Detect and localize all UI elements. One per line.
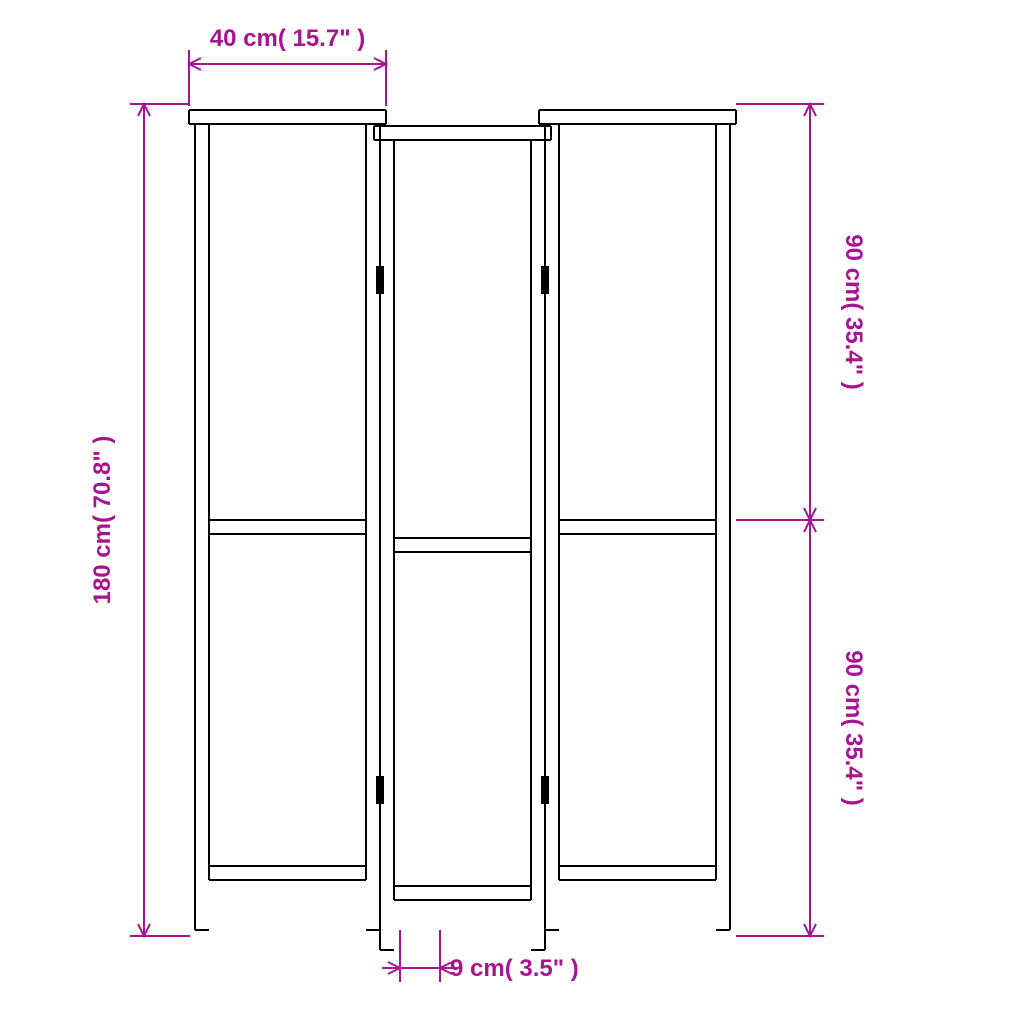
hinge (541, 776, 549, 804)
dimension-label: 40 cm( 15.7" ) (210, 25, 365, 52)
dimension-label: 90 cm( 35.4" ) (840, 234, 867, 389)
product-outline (189, 110, 736, 950)
dimensions: 40 cm( 15.7" ) 180 cm( 70.8" ) 90 cm( 35.4… (89, 25, 867, 982)
hinge (376, 776, 384, 804)
dimension-label: 90 cm( 35.4" ) (840, 650, 867, 805)
hinge (541, 266, 549, 294)
dimension-label: 180 cm( 70.8" ) (89, 436, 116, 605)
dimension-diagram: 40 cm( 15.7" ) 180 cm( 70.8" ) 90 cm( 35.4… (0, 0, 1024, 1024)
dimension-label: 9 cm( 3.5" ) (450, 955, 579, 982)
hinge (376, 266, 384, 294)
